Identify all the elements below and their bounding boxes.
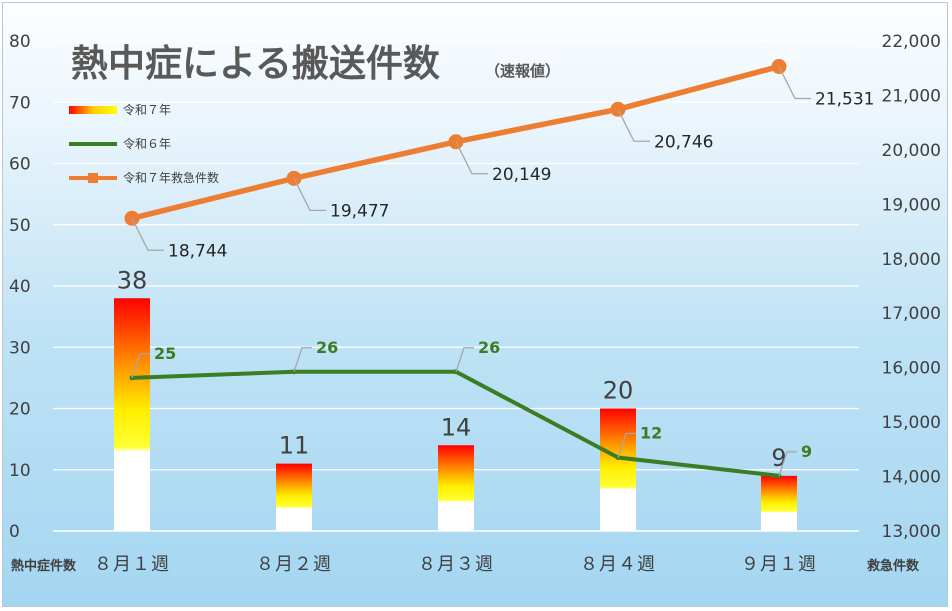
line-r6-value-label: 12	[640, 424, 662, 443]
x-category-label: ８月４週	[580, 554, 656, 575]
leader-line	[778, 451, 797, 477]
line-r6-value-label: 26	[478, 338, 500, 357]
line-r7-emergency-value-label: 18,744	[168, 241, 227, 261]
legend-label-r7-emergency: 令和７年救急件数	[123, 170, 219, 185]
line-r7-emergency-value-label: 20,746	[654, 132, 713, 152]
right-tick-label: 15,000	[882, 413, 941, 433]
bar-value-label: 11	[279, 432, 310, 460]
x-category-label: ８月１週	[94, 554, 170, 575]
point-r7-emergency	[771, 59, 787, 75]
leader-line	[455, 141, 488, 175]
legend-label-r6: 令和６年	[123, 136, 171, 151]
legend-marker-r7-emergency	[88, 173, 98, 183]
left-tick-label: 40	[9, 277, 31, 297]
leader-line	[617, 108, 650, 142]
bar-r7	[114, 298, 150, 531]
line-r6-value-label: 9	[801, 442, 812, 461]
line-r6-value-label: 25	[154, 344, 176, 363]
chart-subtitle: （速報値）	[485, 62, 560, 80]
leader-line	[131, 353, 150, 379]
chart-title: 熱中症による搬送件数	[71, 42, 440, 85]
line-r7-emergency-value-label: 20,149	[492, 165, 551, 185]
bar-value-label: 14	[441, 413, 472, 441]
right-tick-label: 18,000	[882, 250, 941, 270]
bar-value-label: 20	[603, 377, 634, 405]
right-tick-label: 21,000	[882, 86, 941, 106]
legend-swatch-r7	[69, 106, 117, 114]
bar-series-r7	[114, 298, 797, 531]
leader-line	[617, 432, 636, 458]
left-axis-name: 熱中症件数	[11, 558, 77, 574]
left-tick-label: 50	[9, 216, 31, 236]
left-tick-label: 70	[9, 93, 31, 113]
legend-label-r7: 令和７年	[123, 102, 171, 117]
leader-line	[778, 66, 811, 100]
axes: 0 10 20 30 40 50 60 70 80 13,000 14,000 15,000 16,00…	[9, 32, 941, 575]
left-tick-label: 20	[9, 400, 31, 420]
bar-r7	[438, 445, 474, 531]
left-tick-label: 30	[9, 338, 31, 358]
right-tick-label: 13,000	[882, 522, 941, 542]
right-tick-label: 14,000	[882, 468, 941, 488]
left-tick-label: 10	[9, 461, 31, 481]
gridlines	[53, 40, 859, 532]
left-tick-label: 80	[9, 32, 31, 52]
line-r7-emergency-value-label: 19,477	[330, 201, 389, 221]
leader-line	[293, 347, 312, 372]
right-axis-name: 救急件数	[867, 558, 920, 574]
bar-r7	[761, 475, 797, 531]
right-tick-label: 17,000	[882, 304, 941, 324]
x-category-label: ８月３週	[418, 554, 494, 575]
leader-line	[455, 347, 474, 372]
bar-value-label: 38	[117, 266, 148, 294]
x-category-label: ８月２週	[256, 554, 332, 575]
left-tick-label: 60	[9, 155, 31, 175]
right-tick-label: 16,000	[882, 359, 941, 379]
legend: 令和７年 令和６年 令和７年救急件数	[69, 102, 219, 185]
right-tick-label: 20,000	[882, 141, 941, 161]
leader-line	[131, 217, 164, 251]
right-tick-label: 22,000	[882, 32, 941, 52]
x-category-label: ９月１週	[741, 554, 817, 575]
line-r7-emergency-value-label: 21,531	[815, 90, 874, 110]
leader-line	[293, 178, 326, 212]
right-tick-label: 19,000	[882, 195, 941, 215]
bar-r7	[276, 463, 312, 531]
left-tick-label: 0	[9, 522, 20, 542]
line-r6-value-label: 26	[316, 338, 338, 357]
bar-r7	[600, 408, 636, 531]
